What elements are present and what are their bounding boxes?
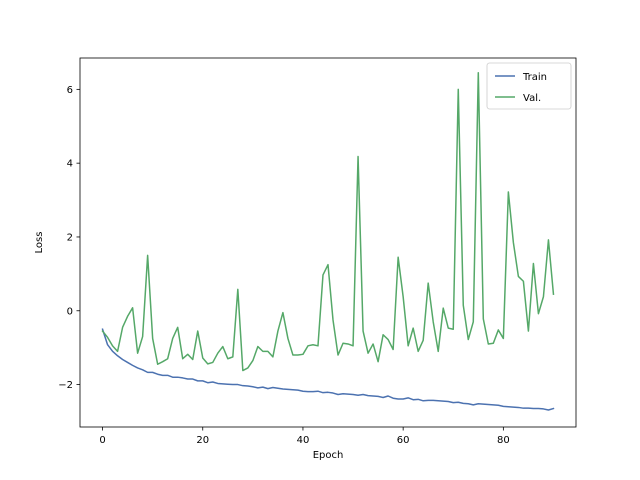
x-tick-label: 0 <box>99 435 105 446</box>
x-tick-label: 20 <box>196 435 209 446</box>
axes-frame <box>79 57 577 428</box>
x-axis-label: Epoch <box>313 450 344 461</box>
legend-label: Train <box>522 72 547 83</box>
x-tick-label: 40 <box>297 435 310 446</box>
series-line-val <box>101 72 555 372</box>
y-tick-label: 6 <box>67 85 73 96</box>
y-axis-label: Loss <box>34 232 45 254</box>
axis-ticks: 0 20 40 60 80 −2 0 2 4 6 <box>58 85 509 446</box>
x-tick-label: 80 <box>497 435 510 446</box>
legend-label: Val. <box>523 93 541 104</box>
y-tick-label: 4 <box>67 159 73 170</box>
legend: Train Val. <box>486 62 572 110</box>
plot-area <box>101 72 555 411</box>
y-tick-label: 0 <box>67 306 73 317</box>
series-line-train <box>101 328 555 411</box>
y-tick-label: 2 <box>67 232 73 243</box>
y-tick-label: −2 <box>58 380 73 391</box>
x-tick-label: 60 <box>397 435 410 446</box>
